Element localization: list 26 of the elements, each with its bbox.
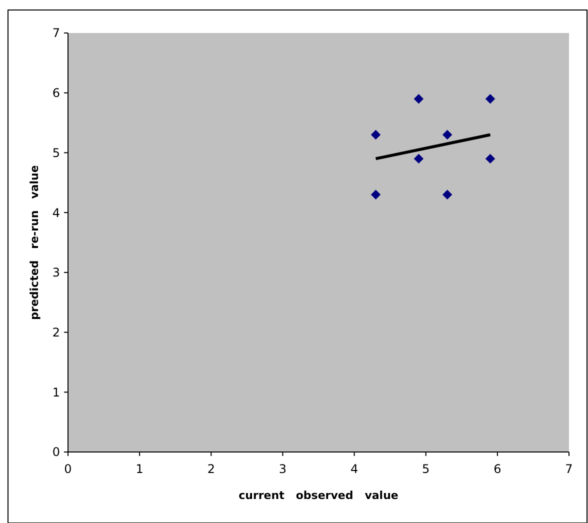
x-tick-label: 6 xyxy=(494,462,502,476)
x-tick-label: 5 xyxy=(422,462,430,476)
x-tick-label: 0 xyxy=(64,462,72,476)
y-tick-label: 2 xyxy=(52,325,60,340)
y-tick-label: 6 xyxy=(52,86,60,100)
point xyxy=(414,154,424,164)
x-axis-title: current observed value xyxy=(238,489,398,502)
y-tick-label: 3 xyxy=(52,266,60,280)
x-tick-label: 2 xyxy=(207,462,215,476)
y-tick-label: 4 xyxy=(52,206,60,220)
point xyxy=(442,190,452,200)
point xyxy=(414,94,424,104)
point xyxy=(442,130,452,140)
x-tick-label: 7 xyxy=(565,462,573,476)
y-axis-title: predicted re-run value xyxy=(28,165,41,320)
y-tick-label: 1 xyxy=(52,385,60,400)
x-tick-label: 3 xyxy=(278,462,287,476)
x-tick-label: 4 xyxy=(350,462,358,476)
x-tick-label: 1 xyxy=(136,462,144,476)
point xyxy=(485,154,496,164)
point xyxy=(370,130,381,140)
point xyxy=(485,94,496,104)
y-tick-label: 7 xyxy=(52,26,60,40)
y-tick-label: 0 xyxy=(52,445,60,460)
y-tick-label: 5 xyxy=(52,146,60,160)
point xyxy=(370,190,381,200)
